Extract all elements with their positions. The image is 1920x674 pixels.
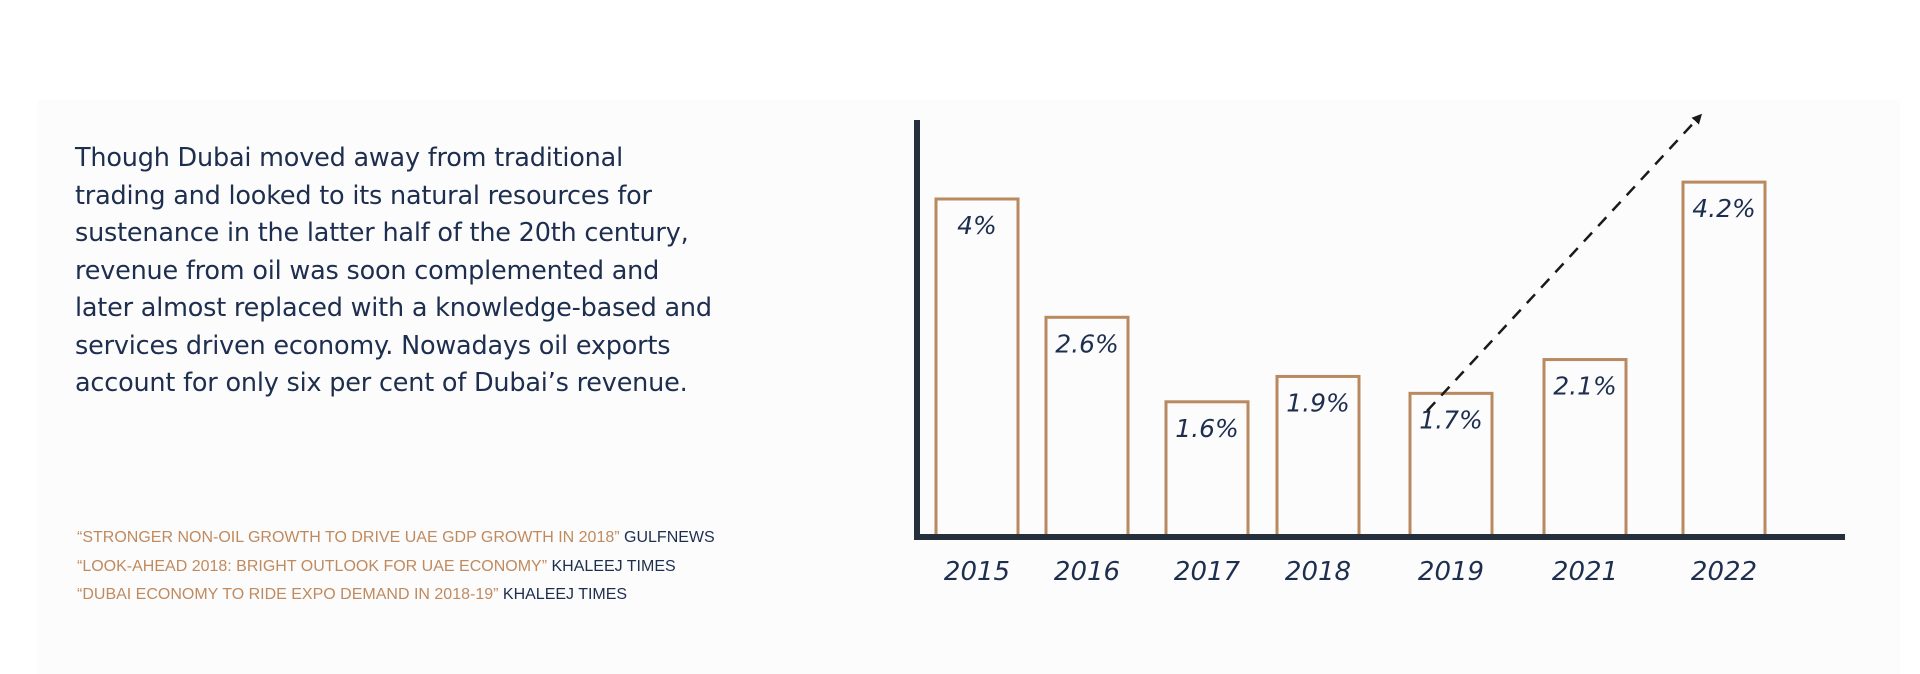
source-headline: “DUBAI ECONOMY TO RIDE EXPO DEMAND IN 20… bbox=[77, 586, 499, 603]
source-outlet: KHALEEJ TIMES bbox=[551, 557, 676, 575]
x-tick-2015: 2015 bbox=[944, 557, 1010, 587]
intro-paragraph: Though Dubai moved away from traditional… bbox=[75, 143, 712, 398]
trend-arrow bbox=[1426, 113, 1703, 412]
data-label-2022: 4.2% bbox=[1692, 194, 1756, 223]
data-label-2017: 1.6% bbox=[1175, 414, 1239, 443]
data-label-2015: 4% bbox=[957, 211, 997, 240]
source-outlet: GULFNEWS bbox=[624, 529, 715, 546]
data-label-2016: 2.6% bbox=[1055, 329, 1119, 358]
x-tick-labels-group: 2015 2016 2017 2018 2019 2021 2022 bbox=[944, 557, 1757, 587]
x-tick-2018: 2018 bbox=[1285, 557, 1351, 587]
source-item: “LOOK-AHEAD 2018: BRIGHT OUTLOOK FOR UAE… bbox=[77, 553, 715, 582]
x-tick-2017: 2017 bbox=[1174, 557, 1241, 587]
bars-group bbox=[934, 180, 1767, 539]
source-headline: “LOOK-AHEAD 2018: BRIGHT OUTLOOK FOR UAE… bbox=[77, 557, 548, 575]
data-label-2018: 1.9% bbox=[1286, 388, 1350, 417]
data-label-2019: 1.7% bbox=[1419, 405, 1483, 434]
bar-2015 bbox=[934, 197, 1020, 539]
x-tick-2021: 2021 bbox=[1552, 557, 1618, 587]
source-outlet: KHALEEJ TIMES bbox=[502, 586, 628, 603]
x-tick-2022: 2022 bbox=[1691, 557, 1757, 587]
bar-2022 bbox=[1681, 180, 1767, 539]
source-headline: “STRONGER NON-OIL GROWTH TO DRIVE UAE GD… bbox=[77, 529, 620, 546]
source-list: “STRONGER NON-OIL GROWTH TO DRIVE UAE GD… bbox=[77, 524, 715, 610]
source-item: “STRONGER NON-OIL GROWTH TO DRIVE UAE GD… bbox=[77, 524, 715, 553]
x-tick-2016: 2016 bbox=[1054, 557, 1120, 587]
data-label-2021: 2.1% bbox=[1553, 372, 1617, 401]
data-labels-group: 4% 2.6% 1.6% 1.9% 1.7% 2.1% 4.2% bbox=[957, 194, 1756, 443]
x-tick-2019: 2019 bbox=[1418, 557, 1484, 587]
source-item: “DUBAI ECONOMY TO RIDE EXPO DEMAND IN 20… bbox=[77, 581, 715, 610]
content-panel bbox=[38, 100, 1900, 674]
